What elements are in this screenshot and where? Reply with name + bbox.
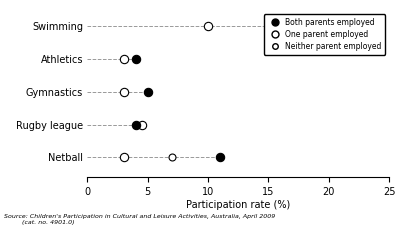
X-axis label: Participation rate (%): Participation rate (%) [186, 200, 290, 210]
Text: Source: Children's Participation in Cultural and Leisure Activities, Australia, : Source: Children's Participation in Cult… [4, 214, 275, 225]
Legend: Both parents employed, One parent employed, Neither parent employed: Both parents employed, One parent employ… [264, 14, 385, 55]
